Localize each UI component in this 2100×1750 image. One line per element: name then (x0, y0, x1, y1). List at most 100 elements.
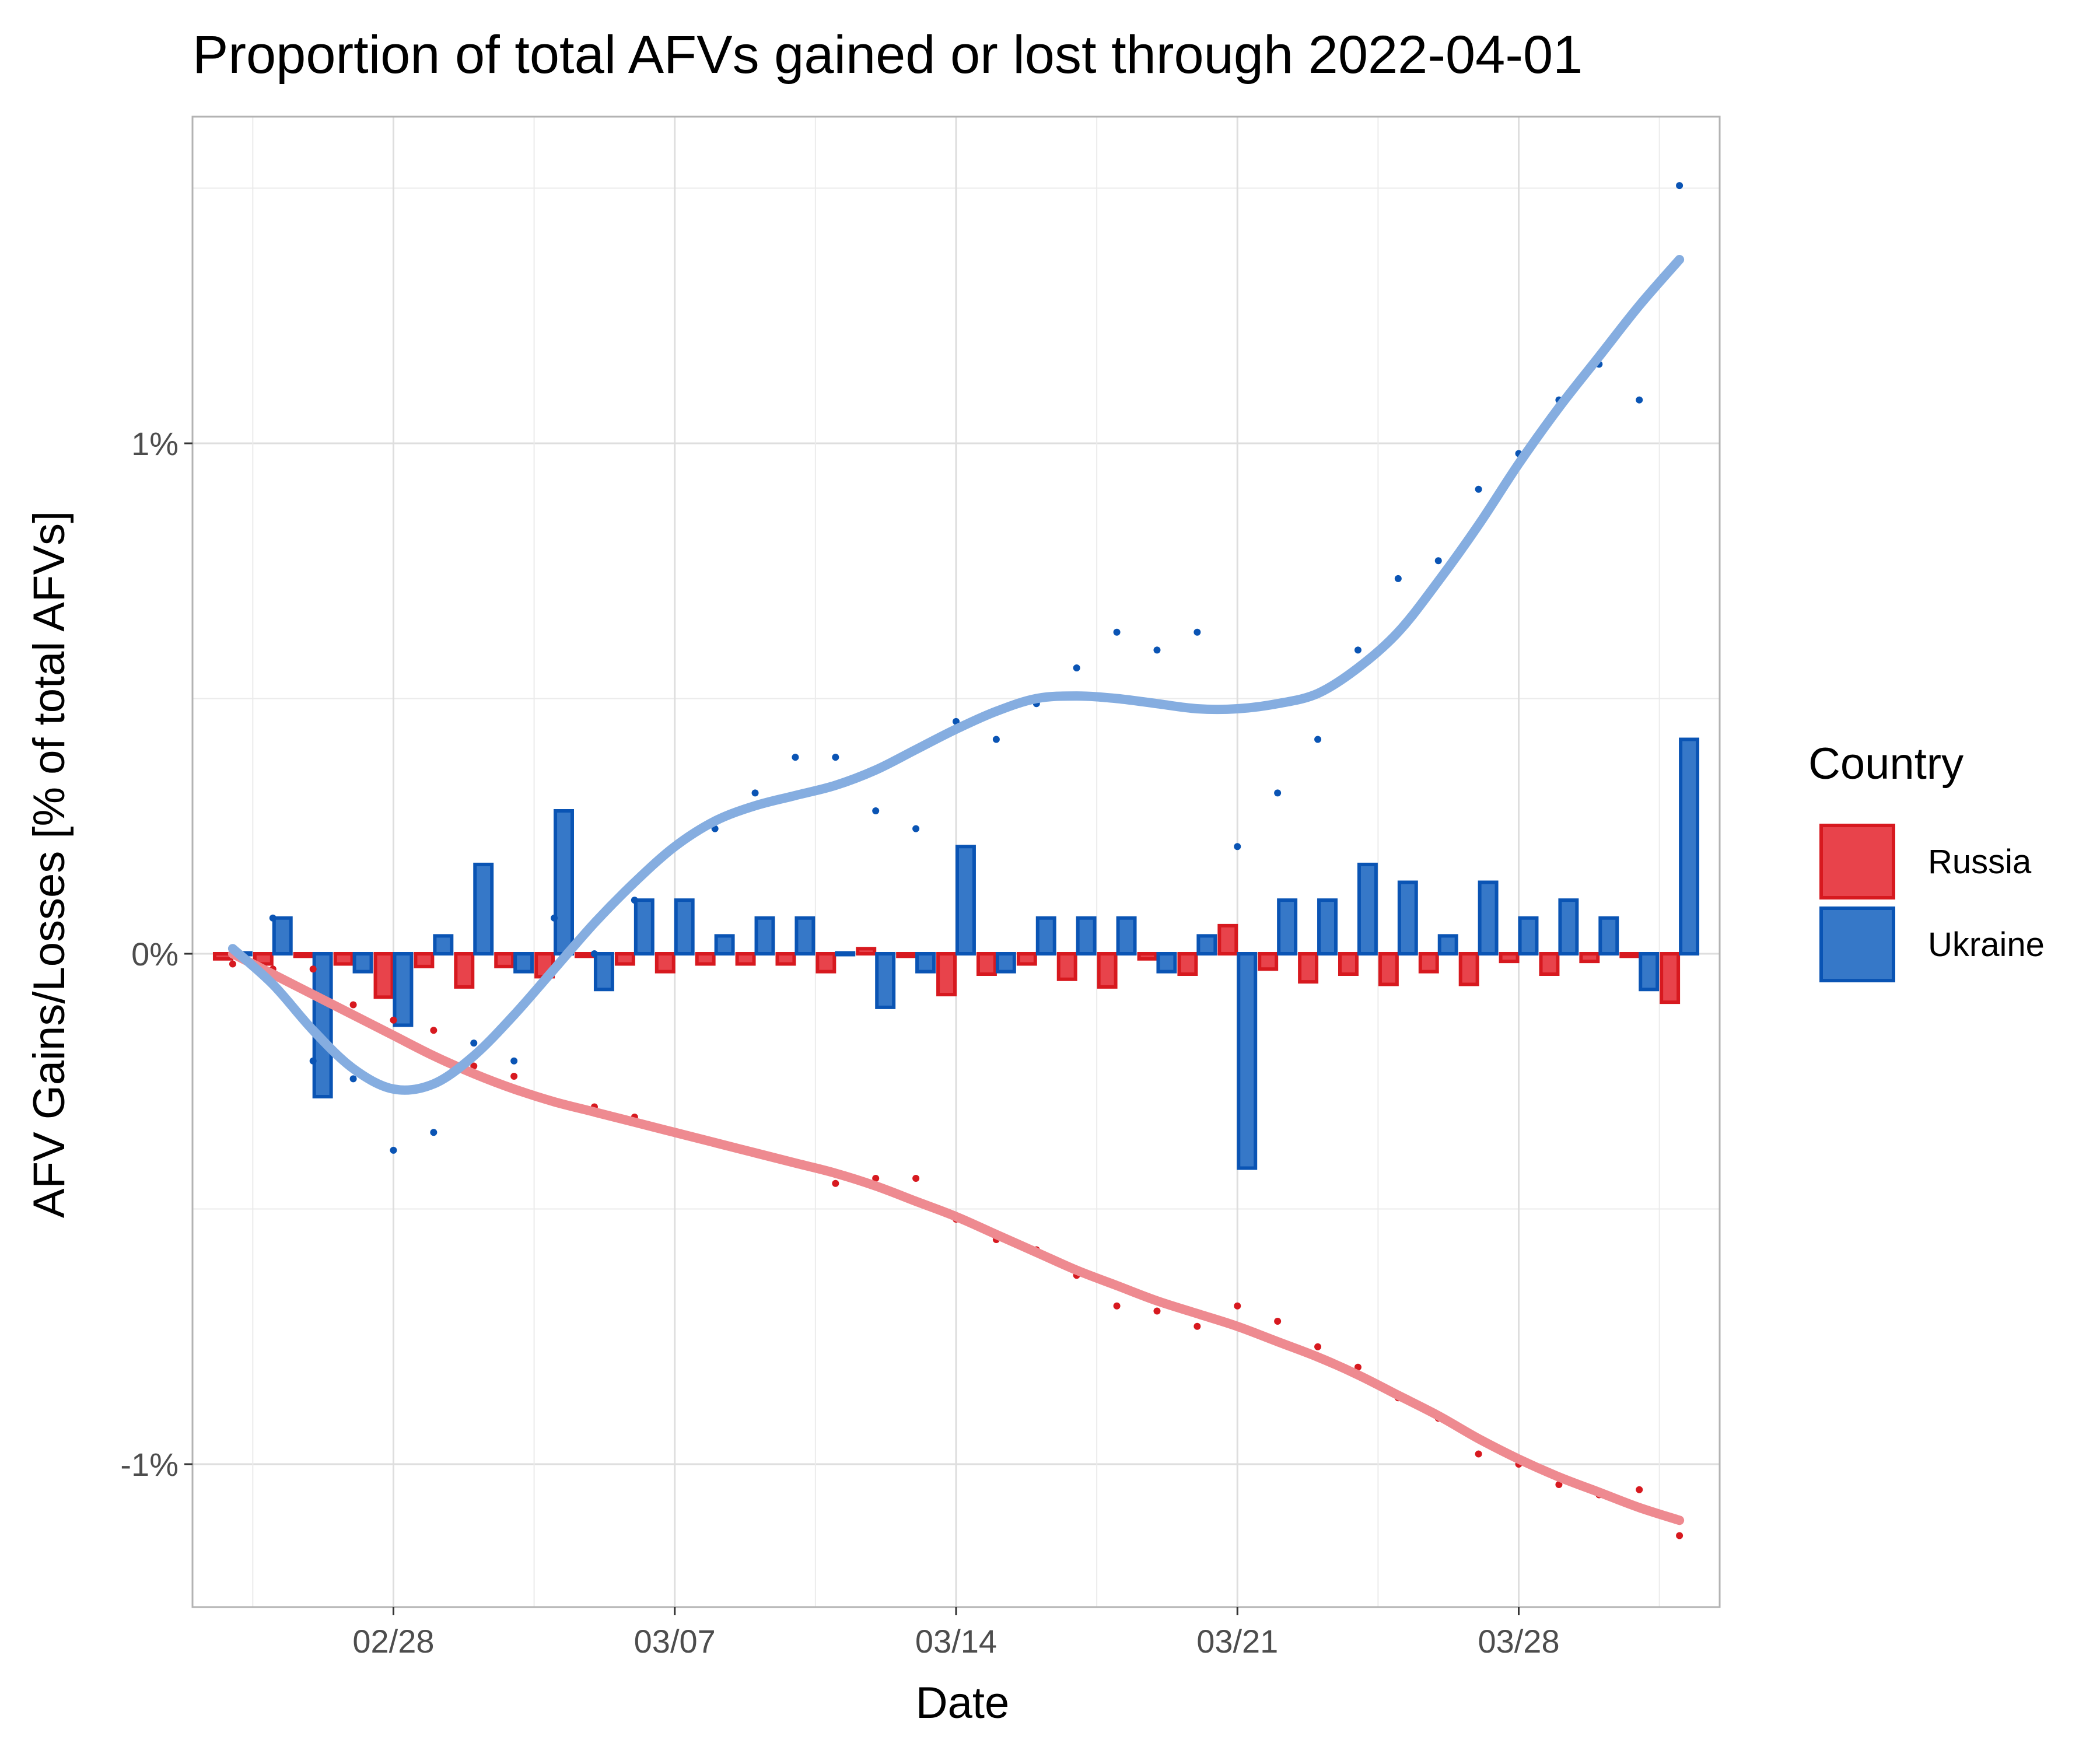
legend-title: Country (1808, 739, 1964, 789)
point-russia (872, 1175, 880, 1182)
bar-russia (1619, 952, 1640, 958)
bar-ukraine (1639, 952, 1660, 992)
point-ukraine (872, 807, 880, 814)
point-russia (229, 960, 236, 968)
x-axis: 02/28 03/07 03/14 03/21 03/28 (352, 1607, 1560, 1660)
bar-ukraine (352, 952, 373, 974)
y-tick-label: 0% (131, 936, 178, 972)
bar-russia (1579, 952, 1600, 964)
point-ukraine (349, 1075, 357, 1083)
bar-russia (1177, 952, 1198, 976)
bar-ukraine (956, 845, 976, 956)
point-ukraine (992, 736, 1000, 743)
point-russia (1314, 1343, 1322, 1350)
bar-russia (293, 952, 314, 958)
bar-ukraine (1558, 898, 1579, 956)
point-russia (912, 1175, 920, 1182)
bar-ukraine (1317, 898, 1338, 956)
bar-ukraine (1116, 916, 1137, 956)
point-russia (1636, 1486, 1643, 1493)
point-russia (1555, 1481, 1563, 1488)
y-axis-title: AFV Gains/Losses [% of total AFVs] (24, 511, 74, 1218)
point-ukraine (1073, 664, 1080, 671)
bar-ukraine (473, 862, 494, 956)
bar-russia (816, 952, 836, 974)
bar-russia (1217, 923, 1238, 956)
bar-russia (896, 952, 917, 958)
bar-russia (575, 952, 595, 958)
bar-ukraine (1076, 916, 1097, 956)
point-ukraine (1394, 575, 1402, 582)
legend: Country Russia Ukraine (1808, 739, 2045, 984)
point-russia (470, 1062, 478, 1070)
bar-ukraine (272, 916, 293, 956)
bar-russia (333, 952, 354, 966)
bar-russia (1499, 952, 1520, 964)
point-ukraine (1314, 736, 1322, 743)
bar-ukraine (835, 951, 856, 957)
point-russia (510, 1073, 518, 1080)
point-russia (1113, 1302, 1121, 1310)
bar-russia (775, 952, 796, 966)
bar-ukraine (513, 952, 534, 974)
bar-russia (695, 952, 716, 966)
point-russia (390, 1016, 397, 1024)
point-ukraine (470, 1040, 478, 1047)
bar-russia (373, 952, 394, 999)
point-ukraine (390, 1146, 397, 1154)
point-ukraine (751, 789, 759, 797)
point-ukraine (551, 914, 558, 922)
bar-ukraine (714, 934, 735, 956)
legend-items: Russia Ukraine (1818, 822, 2045, 984)
point-russia (1676, 1532, 1684, 1539)
point-ukraine (912, 825, 920, 832)
bar-ukraine (554, 809, 574, 956)
legend-label-ukraine: Ukraine (1928, 926, 2045, 964)
point-ukraine (510, 1057, 518, 1065)
point-russia (430, 1027, 438, 1034)
bar-ukraine (1679, 737, 1700, 956)
y-axis: -1% 0% 1% (120, 425, 192, 1483)
bar-russia (856, 947, 877, 956)
bar-ukraine (1478, 880, 1499, 956)
bar-ukraine (593, 952, 614, 992)
point-ukraine (1113, 628, 1121, 636)
bar-ukraine (634, 898, 654, 956)
bar-russia (1458, 952, 1479, 986)
x-tick-label: 03/28 (1478, 1623, 1559, 1660)
point-russia (832, 1180, 839, 1187)
x-tick-label: 02/28 (352, 1623, 434, 1660)
point-russia (1274, 1318, 1282, 1325)
point-russia (1234, 1302, 1241, 1310)
bar-ukraine (875, 952, 896, 1009)
bar-russia (1338, 952, 1359, 976)
x-tick-label: 03/21 (1196, 1623, 1278, 1660)
bar-russia (1298, 952, 1319, 984)
legend-key-russia (1819, 824, 1895, 900)
smooth-line-ukraine (228, 255, 1685, 1095)
point-ukraine (1234, 843, 1241, 850)
smooth-line-russia (228, 949, 1685, 1525)
point-ukraine (1676, 182, 1684, 190)
bar-russia (614, 952, 635, 966)
point-ukraine (1274, 789, 1282, 797)
x-tick-label: 03/14 (915, 1623, 997, 1660)
chart-title: Proportion of total AFVs gained or lost … (192, 25, 1583, 85)
bar-ukraine (1277, 898, 1298, 956)
bar-ukraine (1035, 916, 1056, 956)
bar-ukraine (393, 952, 414, 1027)
bar-russia (1418, 952, 1439, 974)
point-ukraine (1153, 646, 1161, 654)
bar-ukraine (915, 952, 936, 974)
x-tick-label: 03/07 (634, 1623, 716, 1660)
bar-russia (1539, 952, 1560, 976)
point-ukraine (269, 914, 276, 922)
bar-ukraine (1196, 934, 1217, 956)
bar-ukraine (794, 916, 816, 956)
grid (192, 117, 1720, 1607)
smooth-lines (228, 255, 1685, 1525)
bar-ukraine (754, 916, 775, 956)
bar-russia (1097, 952, 1118, 989)
bar-ukraine (1437, 934, 1458, 956)
